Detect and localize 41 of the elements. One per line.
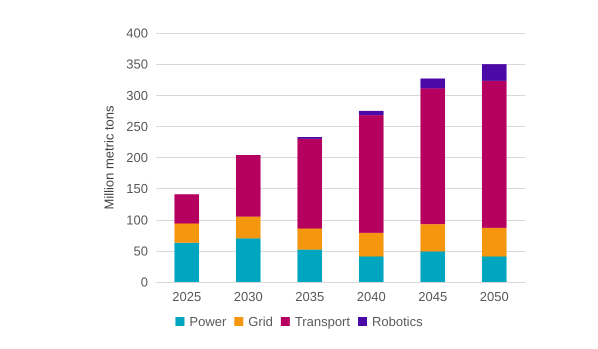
bar	[420, 78, 446, 88]
bar	[482, 64, 507, 81]
y-axis-title: Million metric tons	[101, 104, 116, 210]
bar	[358, 256, 384, 282]
legend-label: Power	[189, 314, 227, 329]
bar	[482, 256, 507, 282]
y-tick-label: 300	[126, 88, 148, 103]
y-tick-label: 200	[126, 150, 148, 165]
bar	[174, 223, 200, 243]
bar	[358, 232, 384, 256]
bar	[482, 80, 507, 228]
bar	[174, 194, 200, 224]
bar	[297, 228, 322, 250]
bar	[420, 252, 446, 282]
bar	[236, 155, 261, 217]
bar	[358, 115, 384, 233]
legend-label: Transport	[294, 314, 350, 329]
legend-label: Grid	[248, 314, 273, 329]
bar	[420, 224, 446, 252]
x-tick-label: 2035	[295, 289, 324, 304]
bar	[236, 238, 261, 282]
x-tick-label: 2040	[356, 289, 386, 304]
x-tick-label: 2025	[172, 289, 202, 304]
bar	[358, 110, 384, 116]
legend-label: Robotics	[372, 314, 424, 329]
bar	[236, 216, 261, 238]
y-tick-label: 400	[126, 26, 148, 40]
x-tick-label: 2050	[480, 289, 509, 304]
x-tick-label: 2030	[234, 289, 263, 304]
bar	[482, 228, 507, 256]
x-tick-label: 2045	[418, 289, 448, 304]
y-tick-label: 350	[126, 56, 148, 72]
y-tick-label: 50	[134, 243, 148, 258]
bar	[297, 138, 322, 228]
y-tick-label: 0	[140, 274, 148, 290]
y-tick-label: 150	[126, 181, 148, 196]
bar	[174, 242, 200, 282]
bar	[420, 88, 446, 224]
bar	[297, 250, 322, 282]
y-tick-label: 100	[126, 212, 148, 228]
y-tick-label: 250	[126, 118, 148, 134]
